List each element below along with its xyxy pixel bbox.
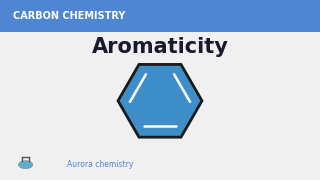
Circle shape: [19, 161, 33, 169]
Text: CARBON CHEMISTRY: CARBON CHEMISTRY: [13, 11, 125, 21]
Polygon shape: [118, 64, 202, 137]
Text: Aurora chemistry: Aurora chemistry: [67, 160, 133, 169]
Text: Aromaticity: Aromaticity: [92, 37, 228, 57]
FancyBboxPatch shape: [0, 0, 320, 31]
